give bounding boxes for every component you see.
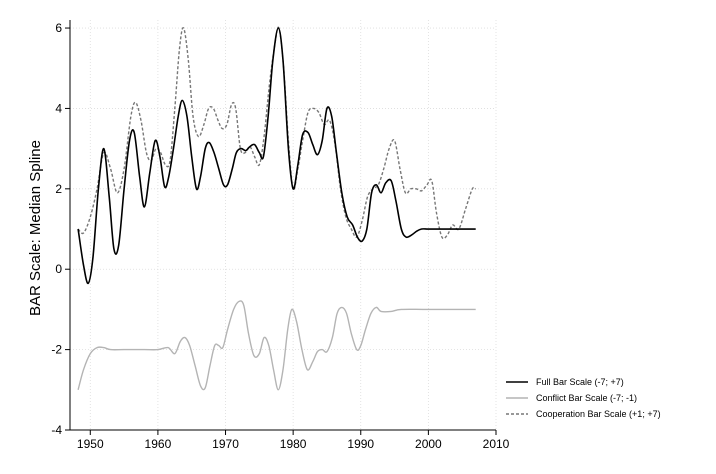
y-tick-label: 2 (55, 182, 62, 196)
y-tick-label: -4 (51, 423, 62, 437)
y-tick-label: 6 (55, 21, 62, 35)
x-tick-label: 2000 (415, 437, 442, 451)
tick-labels: 1950 1960 1970 1980 1990 2000 2010 -4 -2 0 2 4 6 (51, 21, 509, 451)
x-tick-label: 1950 (77, 437, 104, 451)
y-axis-label: BAR Scale: Median Spline (27, 140, 44, 316)
legend-label: Cooperation Bar Scale (+1; +7) (536, 409, 661, 419)
x-tick-label: 2010 (483, 437, 510, 451)
x-tick-label: 1980 (280, 437, 307, 451)
legend: Full Bar Scale (-7; +7) Conflict Bar Scal… (506, 377, 661, 419)
x-tick-label: 1970 (212, 437, 239, 451)
y-tick-label: -2 (51, 343, 62, 357)
x-tick-label: 1960 (145, 437, 172, 451)
y-tick-label: 0 (55, 262, 62, 276)
y-tick-label: 4 (55, 101, 62, 115)
series-line-full-bar-scale (77, 27, 476, 285)
series-group (77, 26, 477, 391)
axes (65, 20, 497, 435)
series-line-conflict-bar-scale (77, 300, 476, 391)
x-tick-label: 1990 (347, 437, 374, 451)
legend-label: Full Bar Scale (-7; +7) (536, 377, 624, 387)
legend-label: Conflict Bar Scale (-7; -1) (536, 393, 637, 403)
